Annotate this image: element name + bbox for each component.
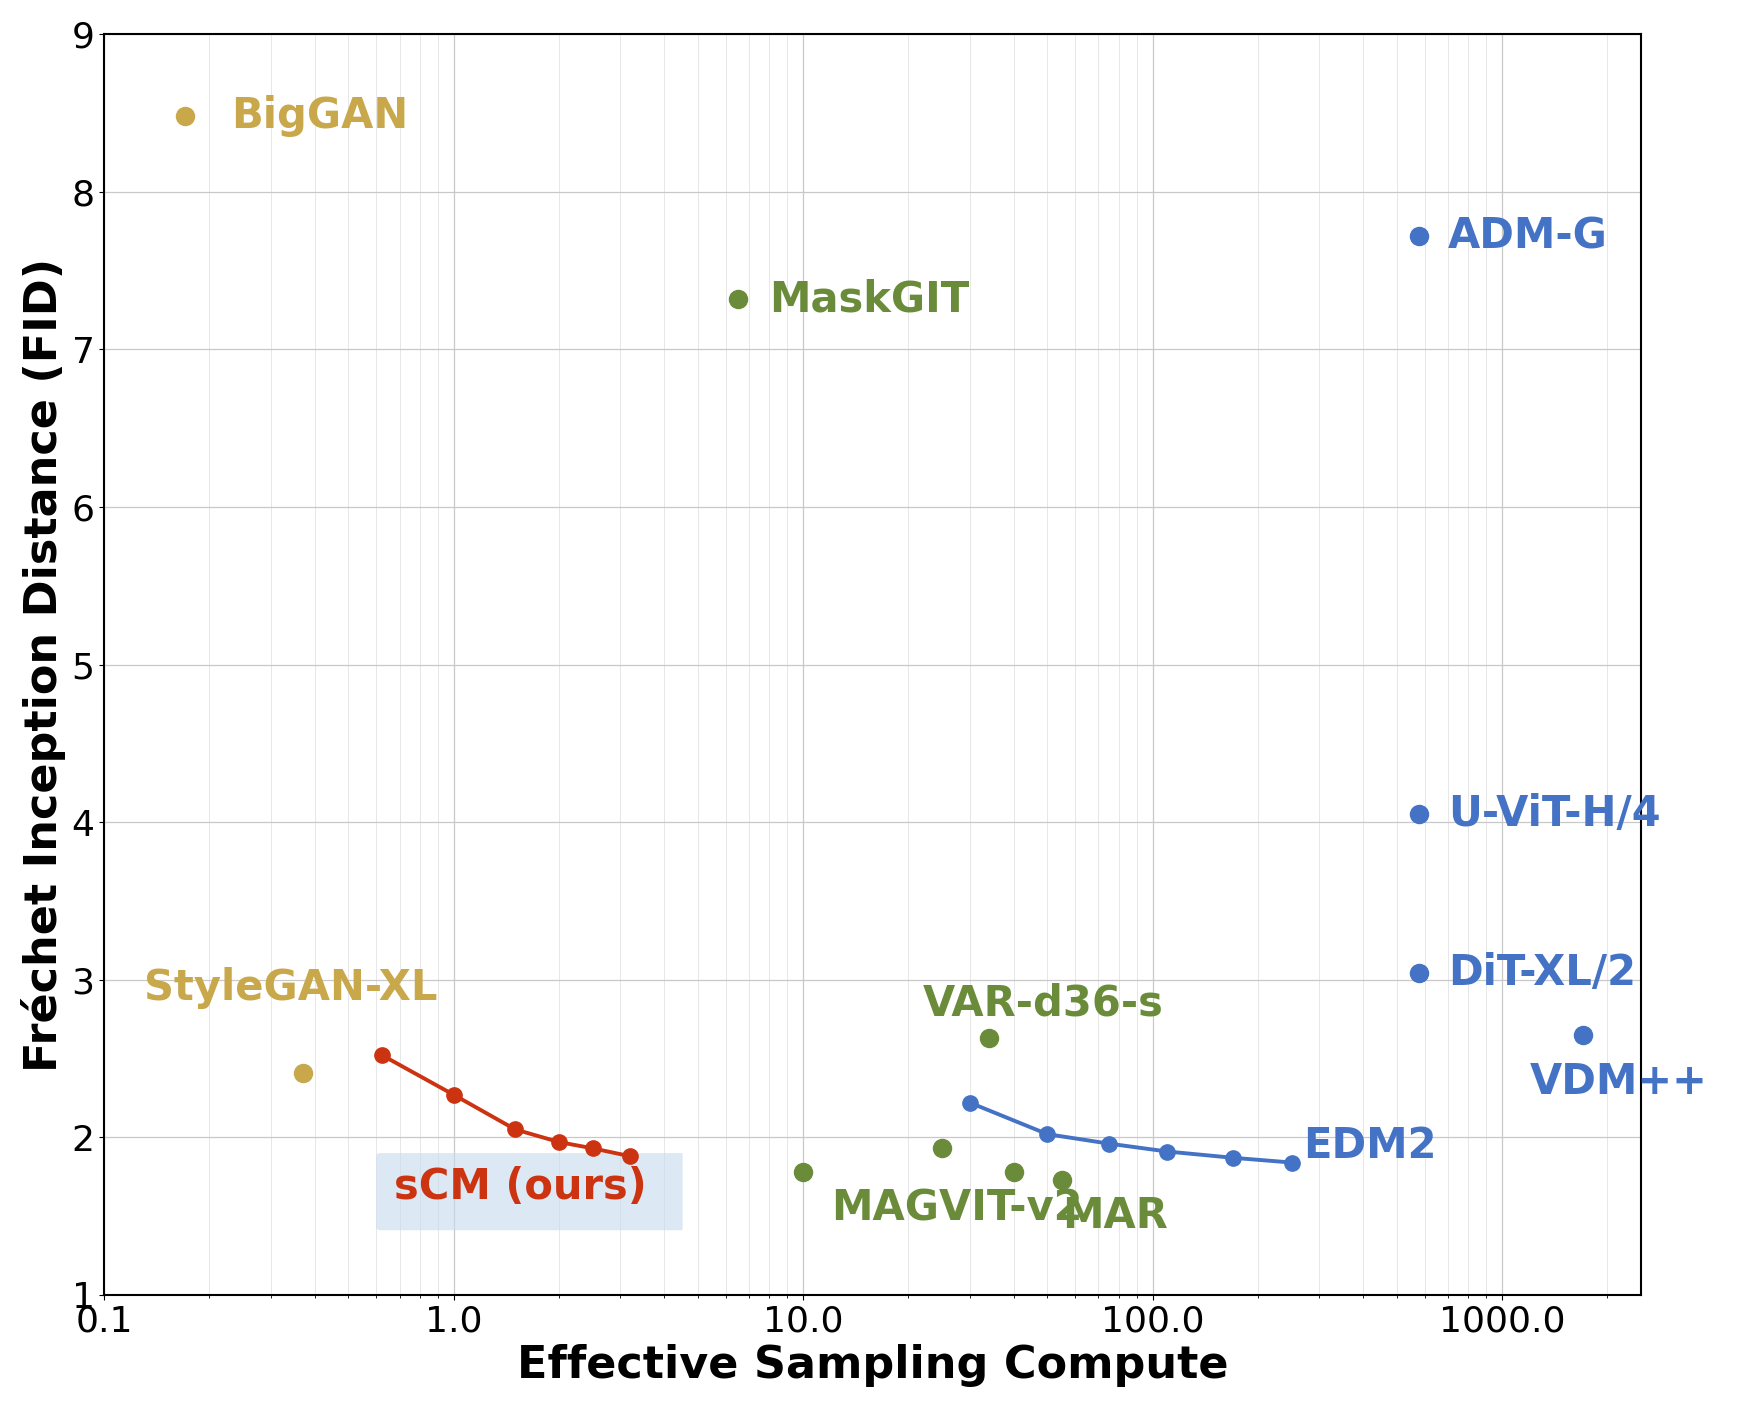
Point [1406,225,1434,248]
Text: BigGAN: BigGAN [230,96,408,137]
Text: StyleGAN-XL: StyleGAN-XL [145,967,437,1008]
Y-axis label: Fréchet Inception Distance (FID): Fréchet Inception Distance (FID) [21,258,66,1071]
Point [976,1026,1003,1049]
Text: DiT-XL/2: DiT-XL/2 [1448,952,1636,994]
Point [1570,1024,1597,1046]
Point [1000,1160,1028,1183]
Point [289,1062,317,1084]
Point [1406,962,1434,984]
Text: VDM++: VDM++ [1529,1062,1707,1104]
Text: ADM-G: ADM-G [1448,215,1608,258]
Point [1406,803,1434,825]
Text: MAR: MAR [1063,1195,1167,1238]
Point [789,1160,817,1183]
Point [1049,1169,1077,1191]
Text: MAGVIT-v2: MAGVIT-v2 [831,1187,1082,1229]
Text: U-ViT-H/4: U-ViT-H/4 [1448,793,1660,835]
Point [928,1138,956,1160]
Text: EDM2: EDM2 [1303,1125,1437,1167]
Point [171,106,199,128]
Point [725,287,753,310]
Text: MaskGIT: MaskGIT [770,277,970,320]
Text: VAR-d36-s: VAR-d36-s [923,983,1164,1025]
FancyBboxPatch shape [376,1153,683,1231]
X-axis label: Effective Sampling Compute: Effective Sampling Compute [517,1345,1228,1387]
Text: sCM (ours): sCM (ours) [394,1166,646,1208]
